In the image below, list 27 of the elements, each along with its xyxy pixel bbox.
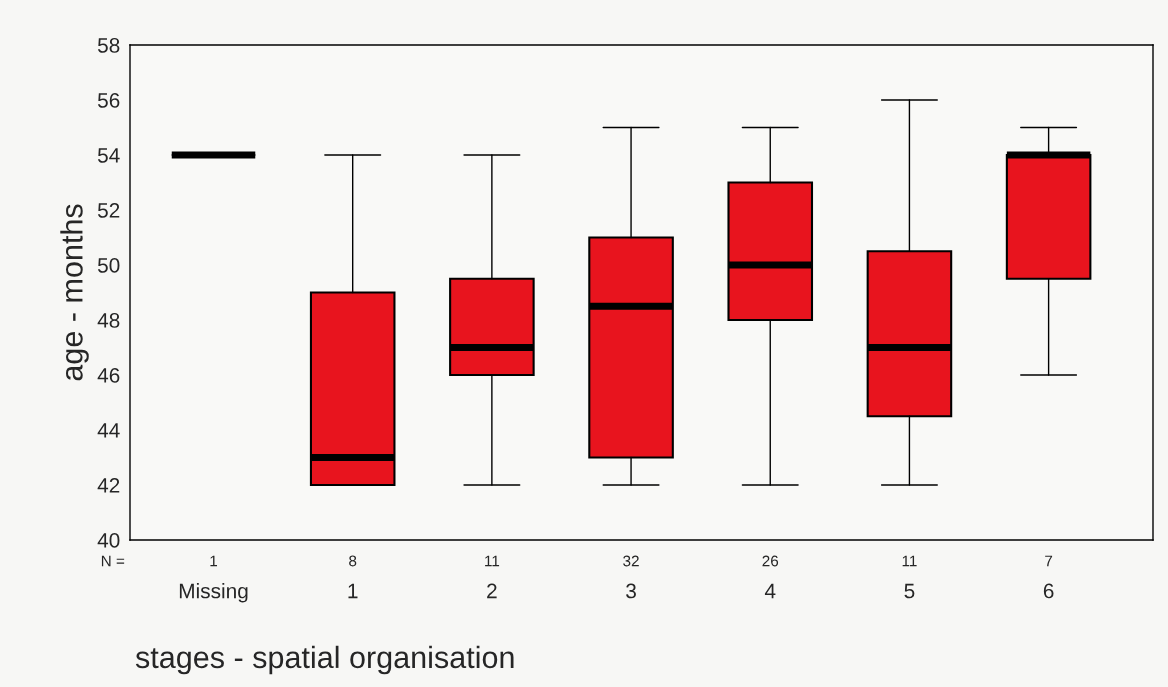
text: 8 [349,555,357,567]
y-tick-label: 40 [97,533,120,548]
y-tick-label: 52 [97,203,120,218]
text: 32 [623,555,639,567]
y-tick-label: 58 [97,38,120,53]
x-tick-label: 2 [487,583,497,599]
y-axis-title: age - months [60,204,89,381]
text: N = [101,555,125,567]
y-tick-label: 50 [97,258,120,273]
text: 26 [762,555,779,567]
y-tick-label: 54 [97,148,120,163]
x-tick-label: 1 [348,583,358,599]
text: 7 [1045,555,1053,567]
x-tick-label: 3 [626,583,636,599]
x-tick-label: 5 [904,583,915,599]
x-tick-label: Missing [179,583,248,603]
text: 11 [902,555,917,567]
y-tick-label: 56 [97,93,120,108]
y-tick-label: 44 [97,423,120,438]
x-axis-title: stages - spatial organisation [135,645,514,675]
text: 1 [210,555,218,567]
text: 11 [485,555,500,567]
x-tick-label: 6 [1043,583,1054,599]
y-tick-label: 42 [97,478,120,493]
x-tick-label: 4 [764,583,776,599]
y-tick-label: 46 [97,368,120,383]
y-tick-label: 48 [97,313,120,328]
